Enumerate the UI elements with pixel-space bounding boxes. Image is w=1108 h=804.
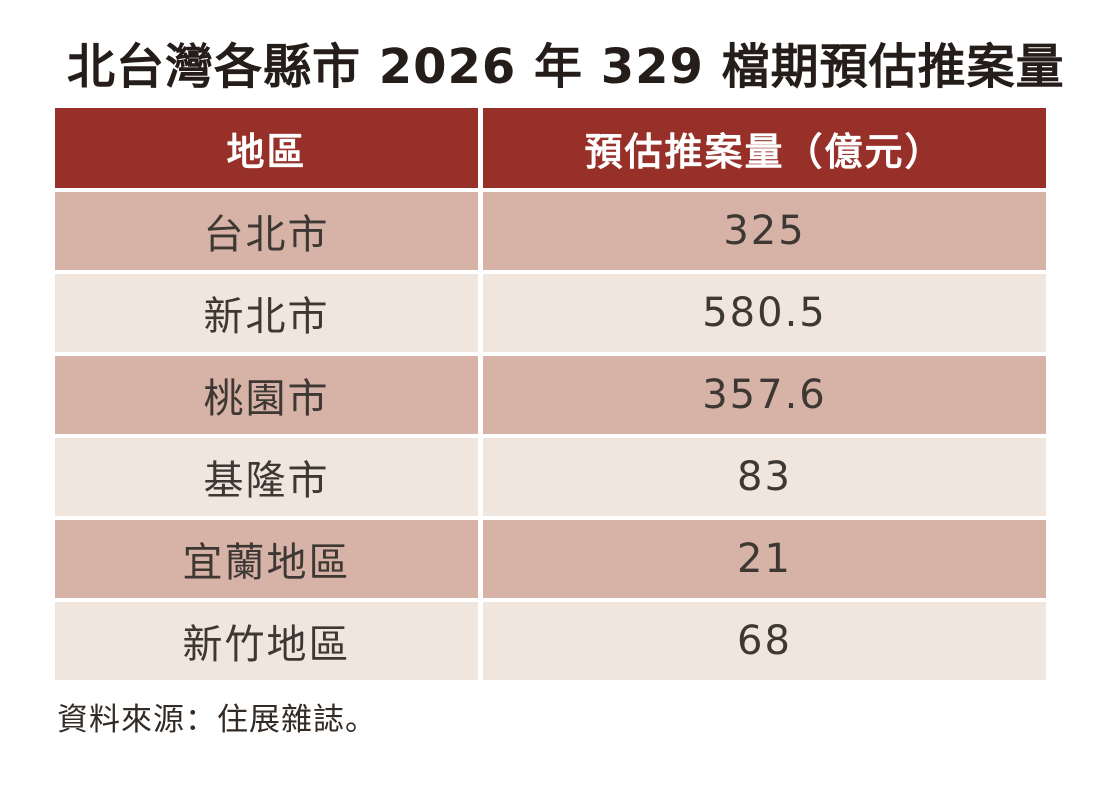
table-cell-value-taipei: 325 [483, 192, 1046, 271]
page-title: 北台灣各縣市 2026 年 329 檔期預估推案量 [67, 39, 1065, 95]
table-cell-region-yilan: 宜蘭地區 [55, 520, 478, 599]
source-note: 資料來源：住展雜誌。 [57, 702, 377, 739]
table-cell-region-newtaipei: 新北市 [55, 274, 478, 353]
table-cell-value-hsinchu: 68 [483, 602, 1046, 681]
column-header-value: 預估推案量（億元） [483, 108, 1046, 189]
table-cell-value-keelung: 83 [483, 438, 1046, 517]
table-cell-value-taoyuan: 357.6 [483, 356, 1046, 435]
table-cell-region-taoyuan: 桃園市 [55, 356, 478, 435]
table-cell-region-hsinchu: 新竹地區 [55, 602, 478, 681]
table-cell-region-keelung: 基隆市 [55, 438, 478, 517]
estimate-table: 地區 預估推案量（億元） 台北市 325 新北市 580.5 桃園市 357.6… [55, 108, 1046, 681]
infographic-page: 北台灣各縣市 2026 年 329 檔期預估推案量 地區 預估推案量（億元） 台… [55, 39, 1065, 739]
table-cell-region-taipei: 台北市 [55, 192, 478, 271]
column-header-region: 地區 [55, 108, 478, 189]
table-cell-value-newtaipei: 580.5 [483, 274, 1046, 353]
table-cell-value-yilan: 21 [483, 520, 1046, 599]
